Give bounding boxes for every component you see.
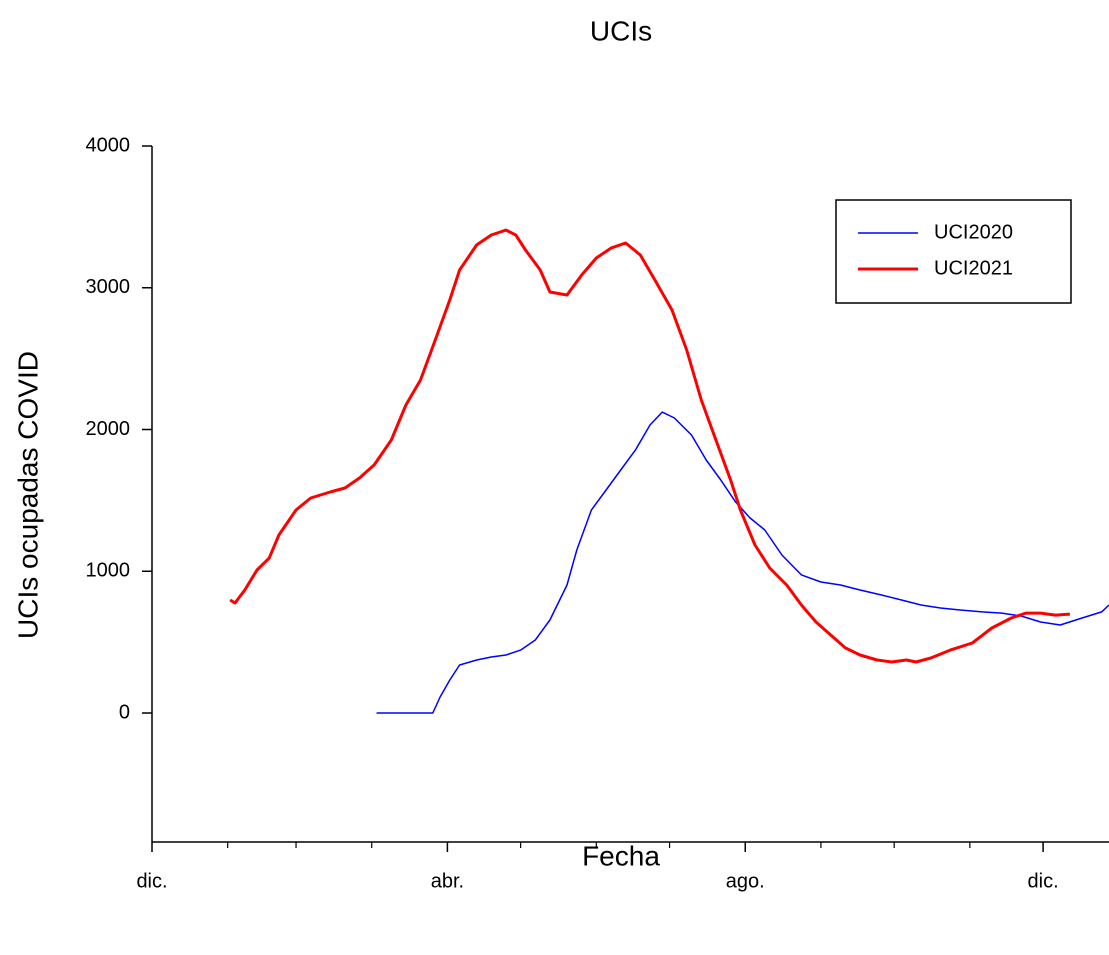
x-tick-label: dic. (1028, 870, 1059, 892)
y-tick-label: 2000 (86, 418, 131, 440)
chart-title: UCIs (590, 15, 652, 46)
x-tick-label: abr. (431, 870, 464, 892)
y-tick-label: 1000 (86, 560, 131, 582)
legend-box (835, 199, 1072, 304)
x-tick-label: ago. (726, 870, 765, 892)
legend-label: UCI2020 (934, 221, 1013, 243)
series-line (229, 228, 1071, 664)
x-tick-label: dic. (136, 870, 167, 892)
y-tick-label: 4000 (86, 134, 131, 156)
y-axis-label: UCIs ocupadas COVID (12, 351, 43, 639)
series-line (376, 411, 1109, 714)
y-tick-label: 3000 (86, 276, 131, 298)
y-tick-label: 0 (119, 701, 130, 723)
legend-label: UCI2021 (934, 257, 1013, 279)
x-axis-label: Fecha (582, 840, 660, 871)
